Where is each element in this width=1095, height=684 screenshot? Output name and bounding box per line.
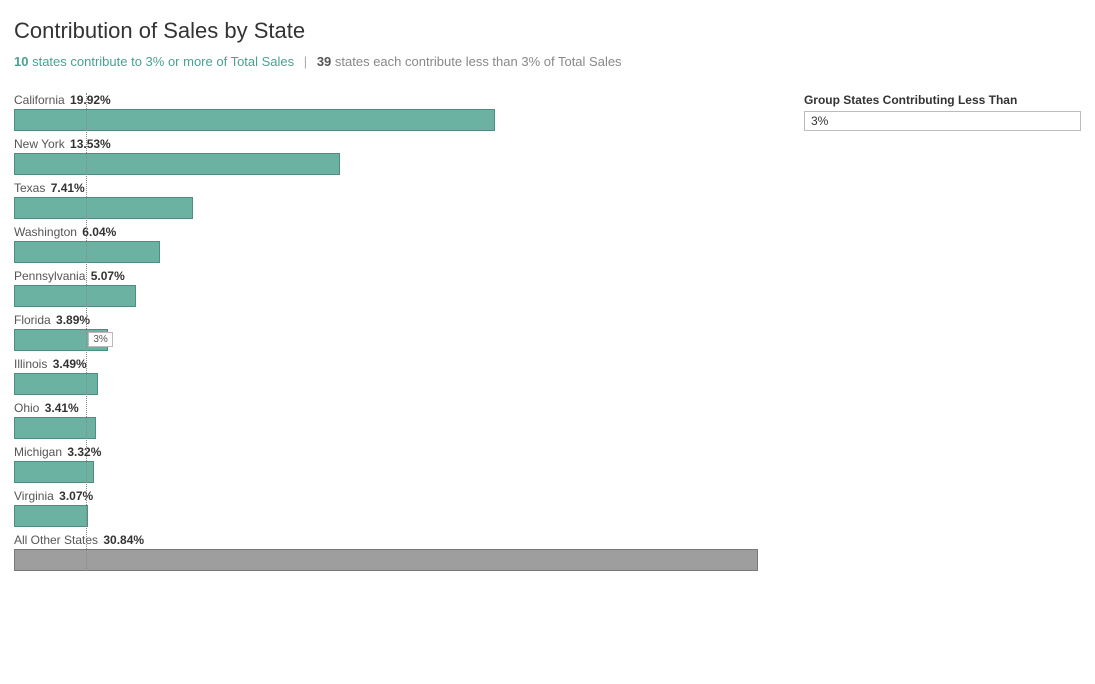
bar-label: Texas 7.41% bbox=[14, 181, 766, 195]
bar-state[interactable] bbox=[14, 505, 88, 527]
subtitle-rest-text: states each contribute less than 3% of T… bbox=[335, 54, 622, 69]
chart-area: California 19.92% New York 13.53% Texas 7.… bbox=[14, 93, 766, 577]
bar-label: Florida 3.89% bbox=[14, 313, 766, 327]
bar-label: Virginia 3.07% bbox=[14, 489, 766, 503]
bar-state[interactable] bbox=[14, 417, 96, 439]
filter-label: Group States Contributing Less Than bbox=[804, 93, 1081, 107]
subtitle-highlight-count: 10 bbox=[14, 54, 28, 69]
bar-label: Pennsylvania 5.07% bbox=[14, 269, 766, 283]
chart-row: Ohio 3.41% bbox=[14, 401, 766, 439]
chart-row: Florida 3.89% bbox=[14, 313, 766, 351]
chart-row: California 19.92% bbox=[14, 93, 766, 131]
chart-row: All Other States 30.84% bbox=[14, 533, 766, 571]
bar-other[interactable] bbox=[14, 549, 758, 571]
subtitle-highlight-text: states contribute to 3% or more of Total… bbox=[32, 54, 294, 69]
bar-label: Washington 6.04% bbox=[14, 225, 766, 239]
subtitle-separator: | bbox=[304, 54, 307, 69]
filter-panel: Group States Contributing Less Than bbox=[804, 93, 1081, 131]
subtitle: 10 states contribute to 3% or more of To… bbox=[14, 54, 1081, 69]
chart-row: Pennsylvania 5.07% bbox=[14, 269, 766, 307]
chart-row: New York 13.53% bbox=[14, 137, 766, 175]
subtitle-rest-count: 39 bbox=[317, 54, 331, 69]
bar-label: Michigan 3.32% bbox=[14, 445, 766, 459]
reference-line bbox=[86, 93, 87, 571]
bar-label: California 19.92% bbox=[14, 93, 766, 107]
bar-state[interactable] bbox=[14, 461, 94, 483]
bar-label: All Other States 30.84% bbox=[14, 533, 766, 547]
bar-label: Illinois 3.49% bbox=[14, 357, 766, 371]
chart-row: Michigan 3.32% bbox=[14, 445, 766, 483]
bar-state[interactable] bbox=[14, 197, 193, 219]
threshold-input[interactable] bbox=[804, 111, 1081, 131]
reference-line-label: 3% bbox=[88, 332, 112, 347]
bar-label: Ohio 3.41% bbox=[14, 401, 766, 415]
page-title: Contribution of Sales by State bbox=[14, 18, 1081, 44]
chart-row: Illinois 3.49% bbox=[14, 357, 766, 395]
bar-state[interactable] bbox=[14, 285, 136, 307]
chart-row: Texas 7.41% bbox=[14, 181, 766, 219]
chart-row: Virginia 3.07% bbox=[14, 489, 766, 527]
bar-label: New York 13.53% bbox=[14, 137, 766, 151]
bar-state[interactable] bbox=[14, 153, 340, 175]
chart-row: Washington 6.04% bbox=[14, 225, 766, 263]
